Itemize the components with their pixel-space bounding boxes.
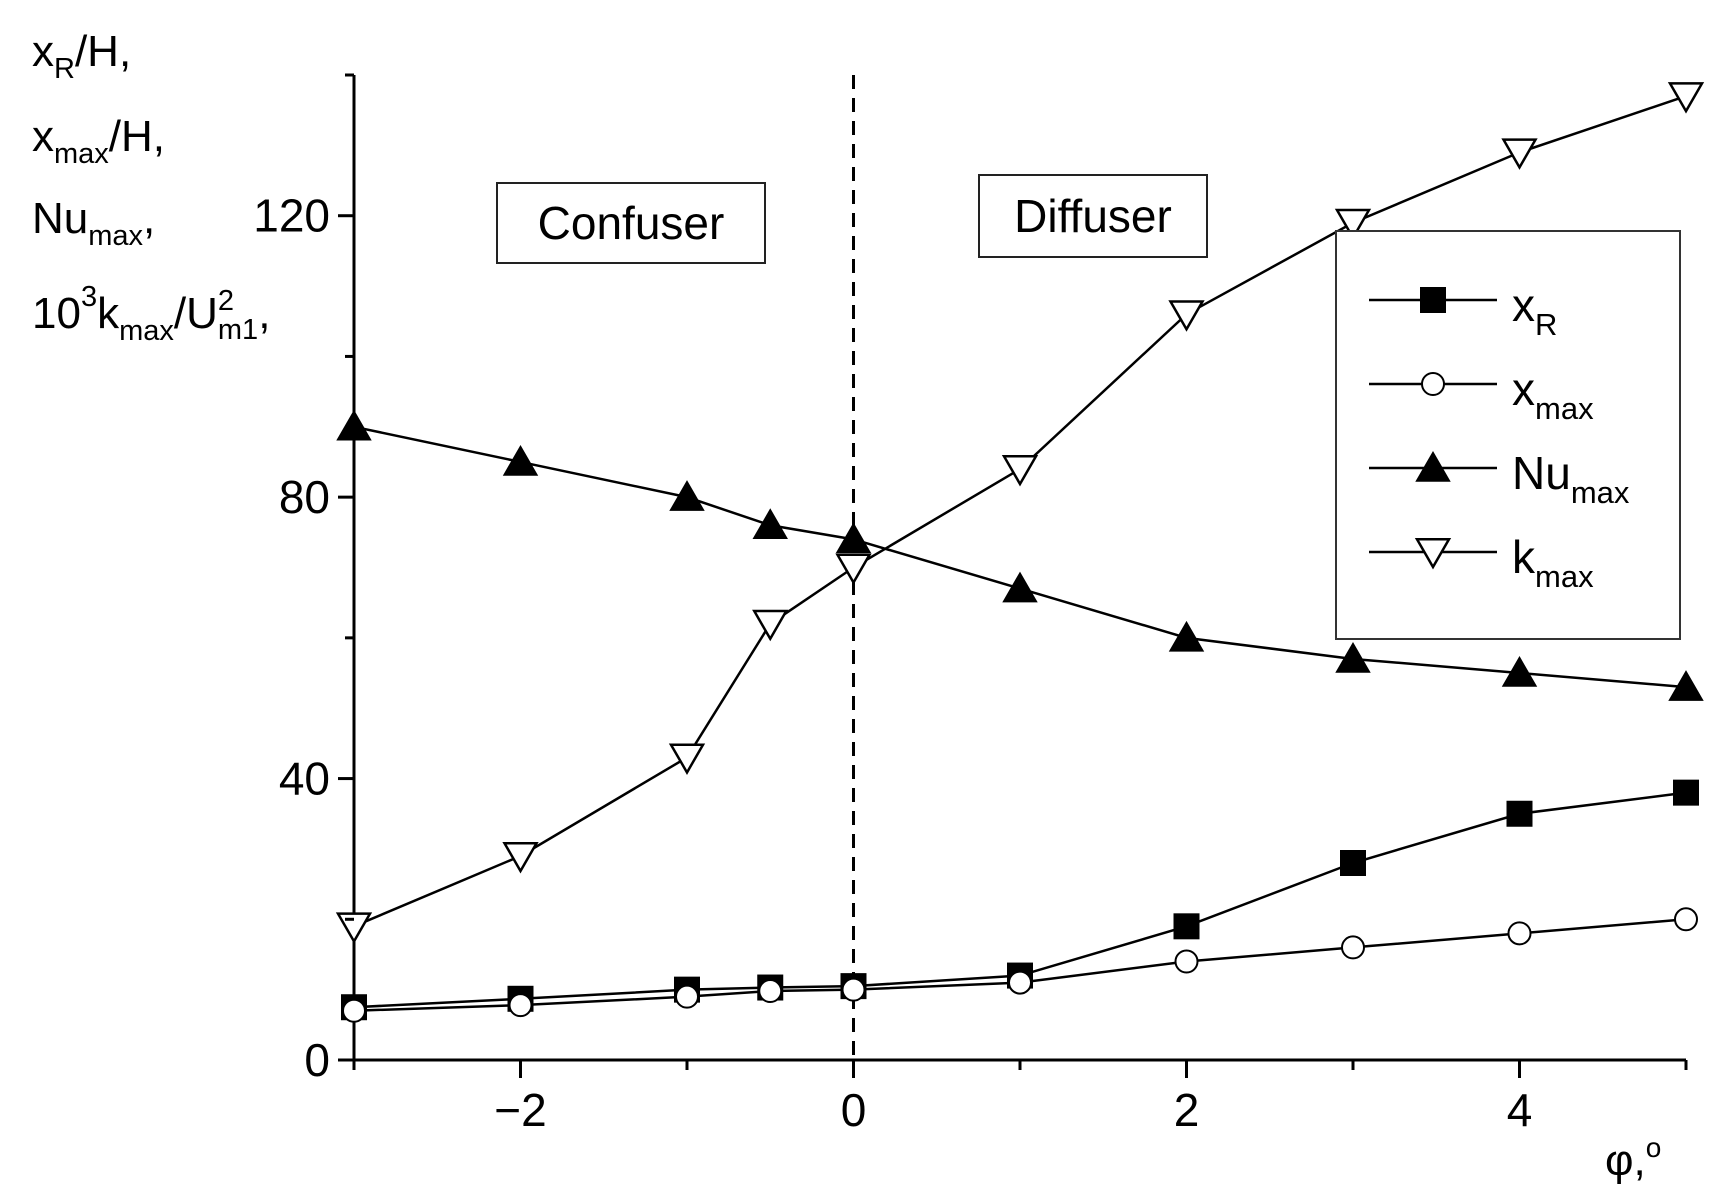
data-point-kmax (1334, 208, 1372, 241)
series-line-xmax (353, 918, 1687, 1012)
data-point-xmax (1341, 935, 1365, 960)
data-point-kmax (668, 743, 706, 775)
data-point-kmax (752, 609, 789, 642)
series-line-kmax (353, 94, 1687, 928)
x-axis-label: φ,o (1605, 1132, 1662, 1185)
y-tick-label: 40 (279, 753, 330, 805)
data-point-numax (669, 480, 705, 511)
legend-label-kmax: kmax (1512, 531, 1594, 594)
data-point-xmax (1507, 921, 1532, 946)
data-point-xr (1506, 800, 1533, 827)
y-tick-label: 120 (253, 190, 330, 242)
legend-marker-numax (1415, 450, 1451, 482)
data-point-xmax (758, 979, 783, 1004)
data-point-xmax (342, 998, 366, 1023)
legend-label-xmax: xmax (1512, 363, 1594, 426)
data-point-numax (1002, 571, 1038, 603)
data-point-kmax (335, 912, 373, 944)
data-point-xr (1340, 850, 1366, 876)
series-line-xr (353, 791, 1687, 1009)
data-point-numax (502, 444, 539, 476)
data-point-kmax (1168, 300, 1205, 332)
data-point-xmax (1008, 970, 1032, 995)
y-axis-label-line-2: xmax/H, (32, 112, 166, 170)
y-axis-label-line-3: Numax, (32, 194, 156, 252)
series-line-numax (353, 425, 1687, 689)
data-point-xmax (1674, 907, 1698, 932)
diffuser-annotation-text: Diffuser (1014, 190, 1172, 242)
x-tick-label: −2 (494, 1084, 546, 1136)
data-point-xr (1673, 779, 1699, 806)
data-point-numax (752, 508, 788, 540)
data-point-numax (1668, 670, 1704, 701)
y-tick-label: 0 (304, 1034, 330, 1086)
x-tick-label: 4 (1507, 1084, 1533, 1136)
confuser-annotation: Confuser (496, 182, 766, 264)
data-point-xmax (508, 993, 533, 1018)
legend-marker-kmax (1414, 538, 1452, 570)
legend-label-numax: Numax (1512, 447, 1630, 510)
data-point-xmax (841, 977, 866, 1002)
legend: xR xmax Numax kmax (1335, 230, 1681, 640)
data-point-numax (1168, 620, 1205, 652)
data-point-kmax (1001, 455, 1039, 487)
legend-markers (1369, 287, 1497, 570)
data-point-numax (1501, 656, 1538, 687)
series-lines (353, 94, 1687, 1012)
data-point-numax (835, 522, 872, 554)
legend-label-xr: xR (1512, 279, 1558, 342)
legend-marker-xmax (1421, 372, 1445, 396)
data-point-numax (1335, 641, 1371, 673)
x-tick-label: 2 (1174, 1084, 1200, 1136)
data-point-kmax (835, 553, 872, 586)
confuser-annotation-text: Confuser (537, 197, 725, 249)
y-axis-label-line-4: 103kmax/U 2 m1, (32, 281, 271, 347)
data-point-xmax (675, 984, 699, 1009)
y-tick-label: 80 (279, 471, 330, 523)
data-point-xr (1173, 913, 1200, 940)
data-point-kmax (1501, 138, 1538, 170)
x-tick-label: 0 (841, 1084, 867, 1136)
data-point-xmax (1174, 949, 1199, 974)
data-point-kmax (1667, 82, 1705, 114)
diffuser-annotation: Diffuser (978, 174, 1208, 258)
data-point-kmax (502, 841, 539, 874)
series-markers (335, 82, 1705, 1023)
y-axis-label-line-1: xR/H, (32, 27, 132, 85)
legend-marker-xr (1420, 287, 1446, 313)
data-point-numax (336, 409, 372, 441)
